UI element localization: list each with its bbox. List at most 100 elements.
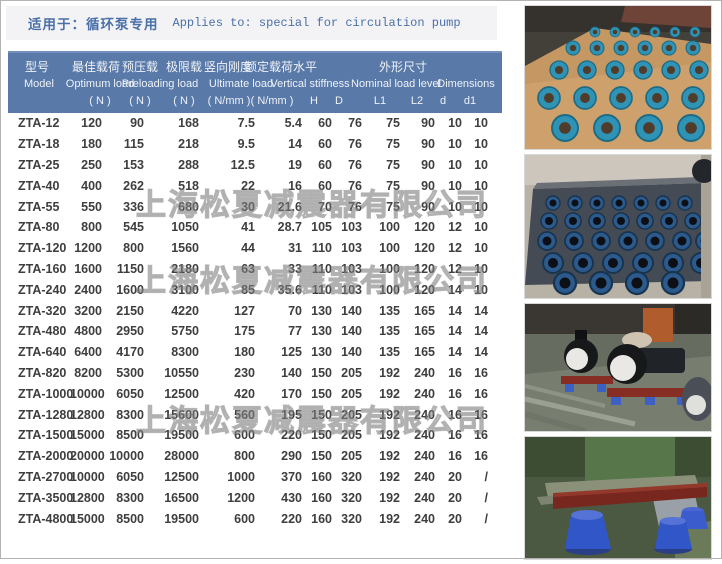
value-cell: 76: [348, 199, 362, 214]
value-cell: 14: [448, 303, 462, 318]
col-nominal-level-en: Nominal load level: [351, 78, 441, 90]
photo-mounts-under-machine-base: [524, 436, 712, 560]
value-cell: 20: [448, 511, 462, 526]
value-cell: 90: [421, 116, 435, 131]
value-cell: 6050: [116, 469, 144, 484]
value-cell: 1560: [171, 241, 199, 256]
value-cell: 430: [281, 490, 302, 505]
value-cell: 135: [379, 303, 400, 318]
value-cell: 16500: [164, 490, 199, 505]
value-cell: 120: [414, 241, 435, 256]
value-cell: 14: [474, 324, 488, 339]
table-row: ZTA-4800 15000 8500 19500 600 220 160 320 192 240…: [8, 508, 502, 529]
value-cell: 160: [311, 469, 332, 484]
value-cell: 192: [379, 449, 400, 464]
model-cell: ZTA-25: [18, 157, 60, 172]
value-cell: 420: [234, 386, 255, 401]
value-cell: 153: [123, 157, 144, 172]
value-cell: 12800: [70, 407, 105, 422]
value-cell: 2150: [116, 303, 144, 318]
value-cell: 135: [379, 345, 400, 360]
value-cell: 3200: [74, 303, 102, 318]
value-cell: 1200: [74, 241, 102, 256]
value-cell: 15600: [164, 407, 199, 422]
value-cell: 10: [448, 116, 462, 131]
photo-blue-mounts-on-pallet: [524, 5, 712, 150]
photo-navy-rubber-parts: [524, 154, 712, 299]
value-cell: 240: [414, 469, 435, 484]
value-cell: 10: [448, 178, 462, 193]
value-cell: 76: [348, 116, 362, 131]
value-cell: 103: [341, 220, 362, 235]
value-cell: 75: [386, 199, 400, 214]
model-cell: ZTA-3500: [18, 490, 74, 505]
value-cell: 205: [341, 386, 362, 401]
value-cell: 10000: [70, 469, 105, 484]
value-cell: 1600: [116, 282, 144, 297]
value-cell: 5.4: [284, 116, 302, 131]
unit-n-3: ( N ): [173, 95, 195, 107]
table-row: ZTA-1280 12800 8300 15600 560 195 150 205 192 240…: [8, 404, 502, 425]
table-row: ZTA-55 550 336 680 30 21.6 70 76 75 90 10 10: [8, 196, 502, 217]
value-cell: 192: [379, 490, 400, 505]
table-row: ZTA-2000 20000 10000 28000 800 290 150 205 192 24…: [8, 446, 502, 467]
value-cell: 10: [448, 137, 462, 152]
value-cell: 60: [318, 116, 332, 131]
dim-d: d: [439, 95, 447, 107]
model-cell: ZTA-120: [18, 241, 67, 256]
applies-to-label-en: Applies to: special for circulation pump: [172, 16, 461, 30]
value-cell: 125: [281, 345, 302, 360]
value-cell: 2400: [74, 282, 102, 297]
value-cell: 8500: [116, 428, 144, 443]
value-cell: 150: [311, 365, 332, 380]
value-cell: 12.5: [230, 157, 255, 172]
value-cell: 105: [311, 220, 332, 235]
value-cell: 120: [414, 282, 435, 297]
value-cell: 14: [288, 137, 302, 152]
value-cell: 19500: [164, 428, 199, 443]
value-cell: 16: [474, 449, 488, 464]
value-cell: 90: [421, 199, 435, 214]
value-cell: 85: [241, 282, 255, 297]
value-cell: 192: [379, 407, 400, 422]
value-cell: 195: [281, 407, 302, 422]
value-cell: 19: [288, 157, 302, 172]
value-cell: 16: [448, 449, 462, 464]
table-row: ZTA-640 6400 4170 8300 180 125 130 140 135 165 14 1…: [8, 342, 502, 363]
model-cell: ZTA-2000: [18, 449, 74, 464]
value-cell: 4800: [74, 324, 102, 339]
model-cell: ZTA-4800: [18, 511, 74, 526]
value-cell: 240: [414, 386, 435, 401]
value-cell: 140: [281, 365, 302, 380]
value-cell: 1000: [227, 469, 255, 484]
spec-table: ZTA-12 120 90 168 7.5 5.4 60 76 75 90 10 10 ZTA-18 18…: [8, 113, 502, 529]
value-cell: 120: [414, 261, 435, 276]
value-cell: 120: [81, 116, 102, 131]
value-cell: 550: [81, 199, 102, 214]
col-ultimate-cn: 极限载: [165, 60, 203, 74]
value-cell: 10550: [164, 365, 199, 380]
dim-l1: L1: [373, 95, 387, 107]
value-cell: 10000: [70, 386, 105, 401]
value-cell: 10: [474, 137, 488, 152]
spec-table-header: 型号 最佳载荷 预压载 极限载 竖向刚度 额定载荷水平 外形尺寸 Model O…: [8, 51, 502, 113]
value-cell: 33: [288, 261, 302, 276]
value-cell: 16: [474, 407, 488, 422]
value-cell: 90: [130, 116, 144, 131]
value-cell: 240: [414, 490, 435, 505]
model-cell: ZTA-1280: [18, 407, 74, 422]
value-cell: 76: [348, 178, 362, 193]
value-cell: 103: [341, 261, 362, 276]
spec-table-body: ZTA-12 120 90 168 7.5 5.4 60 76 75 90 10 10 ZTA-18 18…: [8, 113, 502, 529]
table-row: ZTA-240 2400 1600 3100 85 35.6 110 103 100 120 14 1…: [8, 279, 502, 300]
model-cell: ZTA-80: [18, 220, 60, 235]
value-cell: 28000: [164, 449, 199, 464]
dim-d1: d1: [463, 95, 477, 107]
value-cell: 180: [81, 137, 102, 152]
table-row: ZTA-160 1600 1150 2180 63 33 110 103 100 120 12 10: [8, 259, 502, 280]
value-cell: 22: [241, 178, 255, 193]
model-cell: ZTA-160: [18, 261, 67, 276]
value-cell: 1150: [116, 261, 144, 276]
table-row: ZTA-1000 10000 6050 12500 420 170 150 205 192 240…: [8, 383, 502, 404]
dim-h: H: [310, 95, 318, 107]
